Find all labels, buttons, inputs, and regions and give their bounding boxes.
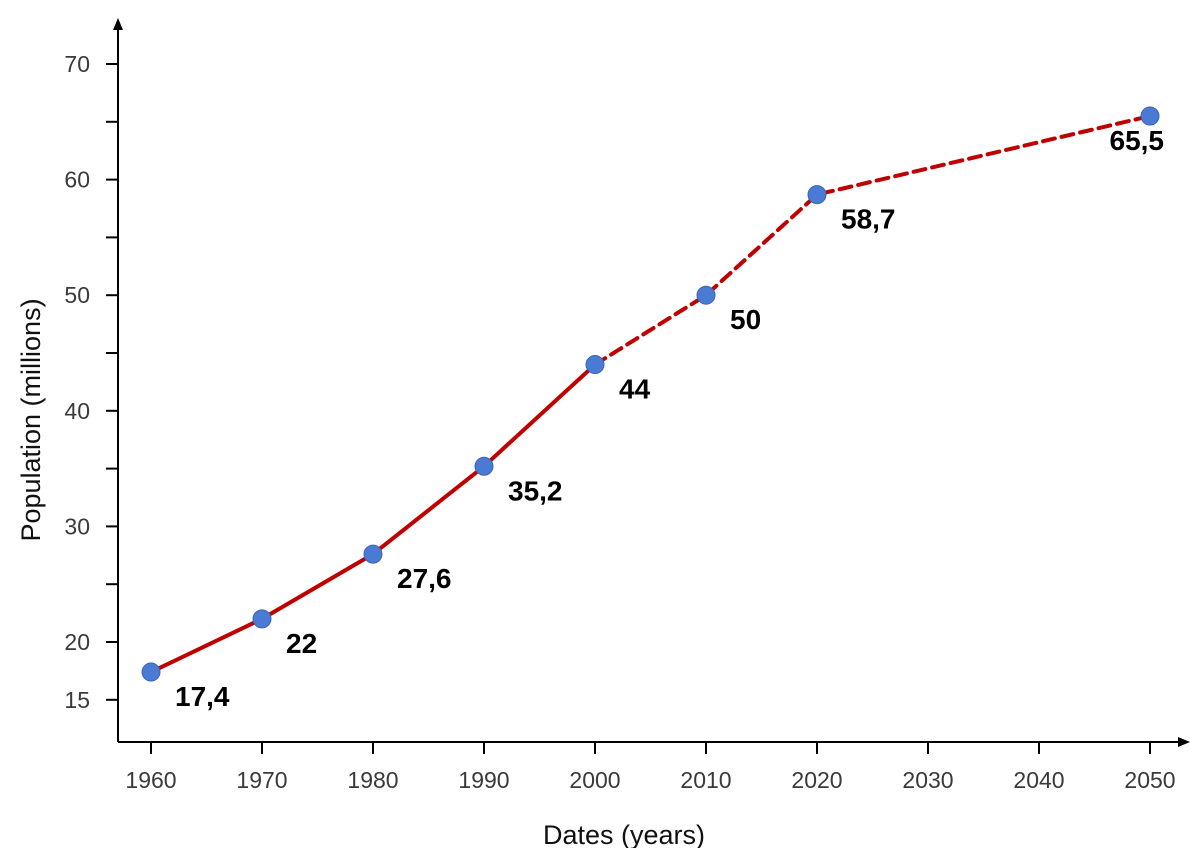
y-tick-label: 15 [64, 687, 90, 713]
data-point-2050 [1140, 106, 1160, 126]
y-axis-arrow-icon [113, 18, 123, 30]
data-point-2020 [807, 185, 827, 205]
x-tick-label: 2000 [569, 767, 620, 793]
y-tick-label: 70 [64, 51, 90, 77]
x-tick-label: 1980 [347, 767, 398, 793]
data-point-1990 [474, 456, 494, 476]
x-tick-label: 2030 [902, 767, 953, 793]
data-label-1960: 17,4 [175, 681, 230, 712]
x-ticks: 1960 1970 1980 1990 2000 2010 2020 2030 2040 2050 [125, 742, 1176, 793]
data-label-2020: 58,7 [841, 204, 896, 235]
y-tick-label: 30 [64, 513, 90, 539]
series-line-solid [149, 362, 597, 675]
x-tick-label: 1990 [458, 767, 509, 793]
data-label-1980: 27,6 [397, 563, 452, 594]
data-point-2000 [585, 355, 605, 375]
series-line-dashed [593, 114, 1152, 367]
x-tick-label: 1960 [125, 767, 176, 793]
y-ticks: 15 20 30 40 50 60 70 [64, 51, 118, 713]
data-label-2050: 65,5 [1110, 125, 1165, 156]
y-tick-label: 60 [64, 167, 90, 193]
x-tick-label: 2040 [1013, 767, 1064, 793]
data-point-1970 [252, 609, 272, 629]
data-label-2010: 50 [730, 304, 761, 335]
x-tick-label: 2020 [791, 767, 842, 793]
x-tick-label: 2050 [1124, 767, 1175, 793]
data-label-2000: 44 [619, 374, 651, 405]
y-tick-label: 40 [64, 398, 90, 424]
data-label-1970: 22 [286, 628, 317, 659]
x-tick-label: 1970 [236, 767, 287, 793]
data-labels: 17,4 22 27,6 35,2 44 50 58,7 65,5 [175, 125, 1164, 712]
y-tick-label: 20 [64, 629, 90, 655]
series-lines [149, 114, 1152, 675]
data-point-1960 [141, 662, 161, 682]
data-points [141, 106, 1160, 682]
y-tick-label: 50 [64, 282, 90, 308]
y-axis-title: Population (millions) [16, 298, 46, 541]
x-tick-label: 2010 [680, 767, 731, 793]
data-point-2010 [696, 285, 716, 305]
data-point-1980 [363, 544, 383, 564]
x-axis-title: Dates (years) [543, 820, 705, 848]
x-axis-arrow-icon [1178, 737, 1190, 747]
data-label-1990: 35,2 [508, 475, 563, 506]
